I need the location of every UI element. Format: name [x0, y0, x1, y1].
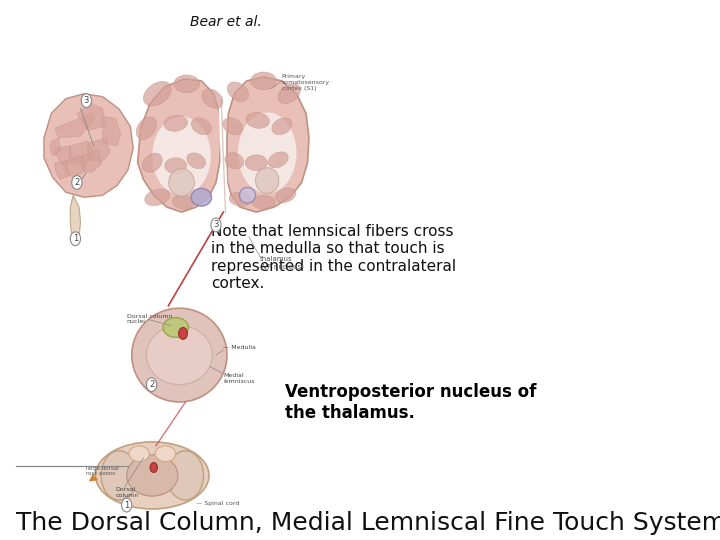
Ellipse shape: [164, 116, 187, 131]
Polygon shape: [102, 117, 121, 146]
Polygon shape: [227, 77, 309, 212]
Text: Bear et al.: Bear et al.: [190, 15, 261, 29]
Circle shape: [146, 378, 157, 392]
Ellipse shape: [167, 451, 204, 500]
Text: large dorsal
root axons: large dorsal root axons: [86, 465, 119, 476]
Ellipse shape: [153, 117, 211, 195]
Polygon shape: [82, 150, 101, 173]
Ellipse shape: [165, 158, 186, 173]
Text: Dorsal column
nuclei: Dorsal column nuclei: [127, 314, 172, 325]
Polygon shape: [71, 195, 81, 242]
Polygon shape: [70, 141, 95, 166]
Ellipse shape: [132, 308, 227, 402]
Ellipse shape: [229, 192, 251, 206]
Circle shape: [71, 232, 81, 246]
Circle shape: [150, 463, 158, 472]
Text: — Medulla: — Medulla: [223, 345, 256, 350]
Ellipse shape: [136, 117, 157, 139]
Text: 2: 2: [74, 178, 79, 187]
Circle shape: [179, 327, 187, 339]
Polygon shape: [50, 138, 60, 156]
Polygon shape: [55, 146, 73, 166]
Ellipse shape: [256, 168, 279, 193]
Ellipse shape: [143, 153, 162, 172]
Ellipse shape: [145, 189, 170, 206]
Ellipse shape: [191, 188, 212, 206]
Polygon shape: [55, 113, 95, 138]
Ellipse shape: [127, 455, 178, 496]
Circle shape: [122, 498, 132, 512]
Circle shape: [72, 176, 82, 190]
Text: thalamus
(VP nucleus): thalamus (VP nucleus): [260, 256, 304, 270]
Ellipse shape: [143, 82, 171, 106]
Text: Dorsal
column: Dorsal column: [116, 487, 139, 498]
Ellipse shape: [238, 112, 297, 193]
Text: 3: 3: [213, 220, 219, 230]
Ellipse shape: [101, 451, 138, 500]
Text: Medial
lemniscus: Medial lemniscus: [223, 373, 255, 383]
Ellipse shape: [228, 82, 248, 102]
Circle shape: [81, 94, 91, 107]
Ellipse shape: [172, 195, 194, 209]
Ellipse shape: [246, 112, 269, 129]
Text: Ventroposterior nucleus of
the thalamus.: Ventroposterior nucleus of the thalamus.: [284, 383, 536, 422]
Polygon shape: [66, 156, 86, 178]
Text: 2: 2: [149, 380, 154, 389]
Ellipse shape: [272, 118, 292, 134]
Ellipse shape: [163, 318, 189, 338]
Text: The Dorsal Column, Medial Lemniscal Fine Touch System 2: The Dorsal Column, Medial Lemniscal Fine…: [16, 511, 720, 535]
Polygon shape: [44, 94, 133, 197]
Text: — Spinal cord: — Spinal cord: [197, 501, 240, 505]
Ellipse shape: [275, 188, 296, 202]
Ellipse shape: [225, 153, 243, 169]
Ellipse shape: [252, 195, 275, 209]
Text: 3: 3: [84, 96, 89, 105]
Ellipse shape: [269, 152, 288, 168]
Text: 1: 1: [124, 501, 130, 510]
Ellipse shape: [251, 72, 276, 90]
Ellipse shape: [156, 446, 176, 462]
Ellipse shape: [174, 75, 199, 93]
Polygon shape: [138, 79, 221, 212]
Ellipse shape: [246, 155, 267, 171]
Text: Primary
somatosensory
cortex (S1): Primary somatosensory cortex (S1): [282, 74, 330, 91]
Ellipse shape: [222, 118, 243, 134]
Circle shape: [211, 218, 221, 232]
Ellipse shape: [278, 84, 300, 104]
Polygon shape: [88, 138, 110, 163]
Ellipse shape: [146, 326, 212, 384]
Polygon shape: [55, 161, 70, 179]
Ellipse shape: [187, 153, 205, 168]
Text: Note that lemnsical fibers cross
in the medulla so that touch is
represented in : Note that lemnsical fibers cross in the …: [211, 224, 456, 291]
Ellipse shape: [129, 446, 149, 462]
Ellipse shape: [192, 118, 212, 134]
Ellipse shape: [240, 187, 256, 203]
Ellipse shape: [202, 89, 223, 109]
Ellipse shape: [168, 168, 194, 196]
Ellipse shape: [96, 442, 209, 509]
Polygon shape: [77, 104, 106, 130]
Text: 1: 1: [73, 234, 78, 243]
